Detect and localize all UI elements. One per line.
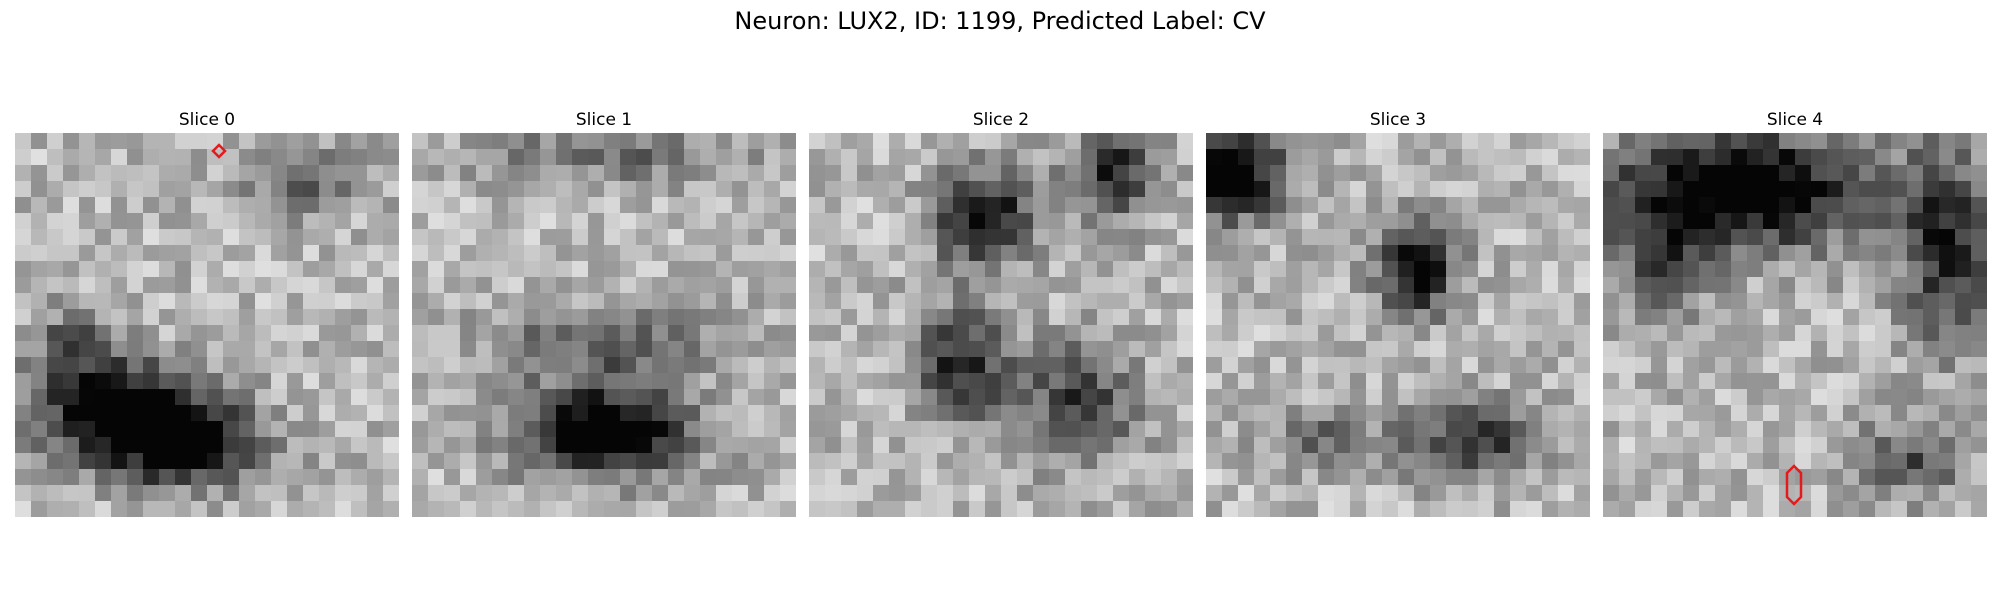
slice-title-2: Slice 2	[972, 110, 1030, 130]
slice-title-1: Slice 1	[575, 110, 633, 130]
slice-image-0	[15, 133, 399, 517]
marker-hexagon	[1785, 464, 1803, 506]
figure-title: Neuron: LUX2, ID: 1199, Predicted Label:…	[734, 7, 1266, 35]
pixel-grid	[1603, 133, 1987, 517]
slice-title-4: Slice 4	[1766, 110, 1824, 130]
marker-diamond	[211, 143, 227, 159]
slice-panel-1: Slice 1	[412, 108, 796, 517]
slice-panel-2: Slice 2	[809, 108, 1193, 517]
pixel-grid	[15, 133, 399, 517]
slice-panel-4: Slice 4	[1603, 108, 1987, 517]
slice-panel-3: Slice 3	[1206, 108, 1590, 517]
slice-title-0: Slice 0	[178, 110, 236, 130]
pixel-grid	[412, 133, 796, 517]
slice-panel-0: Slice 0	[15, 108, 399, 517]
slice-image-1	[412, 133, 796, 517]
slice-image-2	[809, 133, 1193, 517]
slice-image-4	[1603, 133, 1987, 517]
slice-title-3: Slice 3	[1369, 110, 1427, 130]
pixel-grid	[809, 133, 1193, 517]
pixel-grid	[1206, 133, 1590, 517]
slice-image-3	[1206, 133, 1590, 517]
